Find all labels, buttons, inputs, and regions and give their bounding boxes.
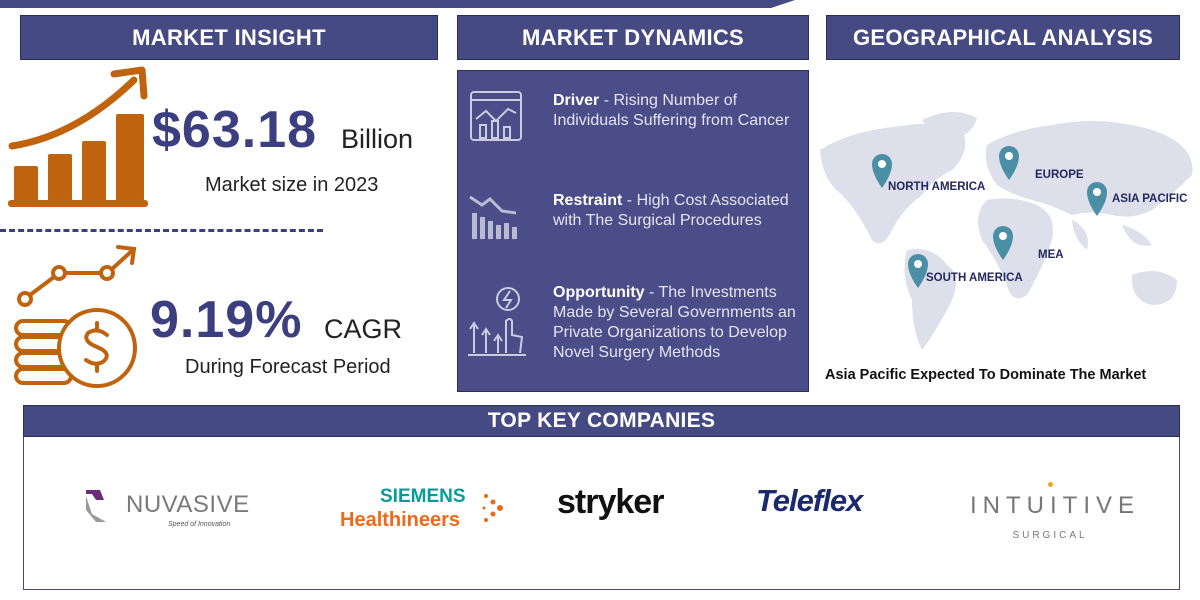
market-size-value: $63.18 [152, 101, 318, 159]
market-size-caption: Market size in 2023 [205, 174, 379, 196]
nuvasive-tagline: Speed of Innovation [168, 521, 231, 528]
intuitive-dot-icon [1048, 482, 1053, 487]
restraint-label: Restraint [553, 192, 623, 209]
geographical-analysis-header: GEOGRAPHICAL ANALYSIS [826, 15, 1180, 60]
region-pins [872, 146, 1107, 288]
healthineers-name: Healthineers [340, 509, 461, 531]
driver-item: Driver - Rising Number of Individuals Su… [553, 91, 815, 131]
healthineers-dots-icon [482, 494, 503, 522]
opportunity-label: Opportunity [553, 284, 645, 301]
intuitive-name: INTUITIVE [970, 492, 1141, 519]
geographical-caption: Asia Pacific Expected To Dominate The Ma… [825, 367, 1147, 383]
region-label-asia-pacific: ASIA PACIFIC [1112, 193, 1188, 205]
market-dynamics-panel: Driver - Rising Number of Individuals Su… [457, 70, 809, 392]
world-map [820, 111, 1193, 350]
region-label-europe: EUROPE [1035, 169, 1084, 181]
driver-label: Driver [553, 92, 600, 109]
region-label-north-america: NORTH AMERICA [888, 181, 986, 193]
opportunity-text: - The Investments Made by Several Govern… [553, 284, 796, 361]
teleflex-logo: Teleflex [756, 483, 863, 518]
investment-growth-icon [468, 287, 526, 356]
cagr-unit: CAGR [324, 314, 403, 344]
region-label-mea: MEA [1038, 249, 1064, 261]
market-size-unit: Billion [341, 124, 414, 154]
siemens-name: SIEMENS [380, 486, 466, 507]
market-dynamics-header: MARKET DYNAMICS [457, 15, 809, 60]
analytics-dashboard-icon [470, 91, 522, 141]
coins-growth-icon [14, 245, 137, 388]
nuvasive-name: NUVASIVE [126, 491, 250, 518]
surgical-name: SURGICAL [1012, 530, 1088, 541]
driver-text: - Rising Number of Individuals Suffering… [553, 92, 790, 129]
section-divider [0, 229, 323, 232]
nuvasive-mark-icon [86, 490, 106, 522]
restraint-text: - High Cost Associated with The Surgical… [553, 192, 789, 229]
cagr-value: 9.19% [150, 291, 303, 349]
stryker-logo: stryker [557, 483, 664, 521]
declining-chart-icon [469, 195, 517, 239]
market-insight-header: MARKET INSIGHT [20, 15, 438, 60]
restraint-item: Restraint - High Cost Associated with Th… [553, 191, 815, 231]
opportunity-item: Opportunity - The Investments Made by Se… [553, 283, 811, 363]
cagr-caption: During Forecast Period [185, 356, 391, 378]
top-key-companies-header: TOP KEY COMPANIES [23, 405, 1180, 437]
region-label-south-america: SOUTH AMERICA [926, 272, 1023, 284]
growth-bar-chart-icon [8, 66, 148, 207]
top-banner-strip [0, 0, 795, 8]
